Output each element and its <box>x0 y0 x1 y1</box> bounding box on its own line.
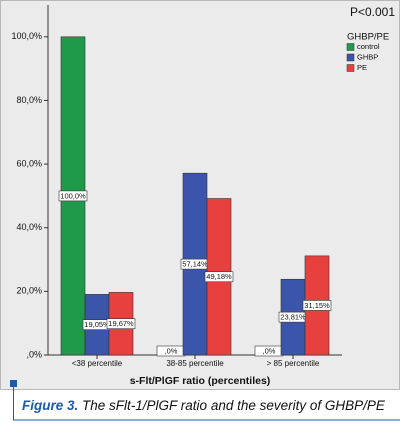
y-tick-label: 80,0% <box>16 95 42 105</box>
value-label: 31,15% <box>304 301 330 310</box>
legend-swatch <box>347 65 354 72</box>
legend-label: control <box>357 42 380 51</box>
legend-swatch <box>347 44 354 51</box>
value-label: 19,05% <box>84 320 110 329</box>
x-axis-label: s-Flt/PlGF ratio (percentiles) <box>130 375 271 387</box>
x-tick-label: <38 percentile <box>72 359 123 368</box>
x-tick-label: > 85 percentile <box>267 359 320 368</box>
value-label: 23,81% <box>280 313 306 322</box>
y-tick-label: 60,0% <box>16 158 42 168</box>
caption-label: Figure 3. <box>22 398 78 413</box>
value-label: ,0% <box>263 346 276 355</box>
value-label: 49,18% <box>206 272 232 281</box>
caption-text: The sFlt-1/PlGF ratio and the severity o… <box>82 398 386 413</box>
annotation: P<0.001 <box>350 5 395 19</box>
caption-marker <box>10 380 17 387</box>
value-label: 57,14% <box>182 260 208 269</box>
x-tick-label: 38-85 percentile <box>166 359 224 368</box>
legend-title: GHBP/PE <box>347 32 389 43</box>
legend-swatch <box>347 54 354 61</box>
y-tick-label: ,0% <box>26 349 42 359</box>
caption: Figure 3. The sFlt-1/PlGF ratio and the … <box>22 398 386 413</box>
value-label: ,0% <box>165 346 178 355</box>
legend-label: PE <box>357 63 367 72</box>
y-tick-label: 20,0% <box>16 286 42 296</box>
y-tick-label: 40,0% <box>16 222 42 232</box>
value-label: 100,0% <box>60 191 86 200</box>
value-label: 19,67% <box>108 319 134 328</box>
y-tick-label: 100,0% <box>11 31 42 41</box>
legend-label: GHBP <box>357 52 378 61</box>
